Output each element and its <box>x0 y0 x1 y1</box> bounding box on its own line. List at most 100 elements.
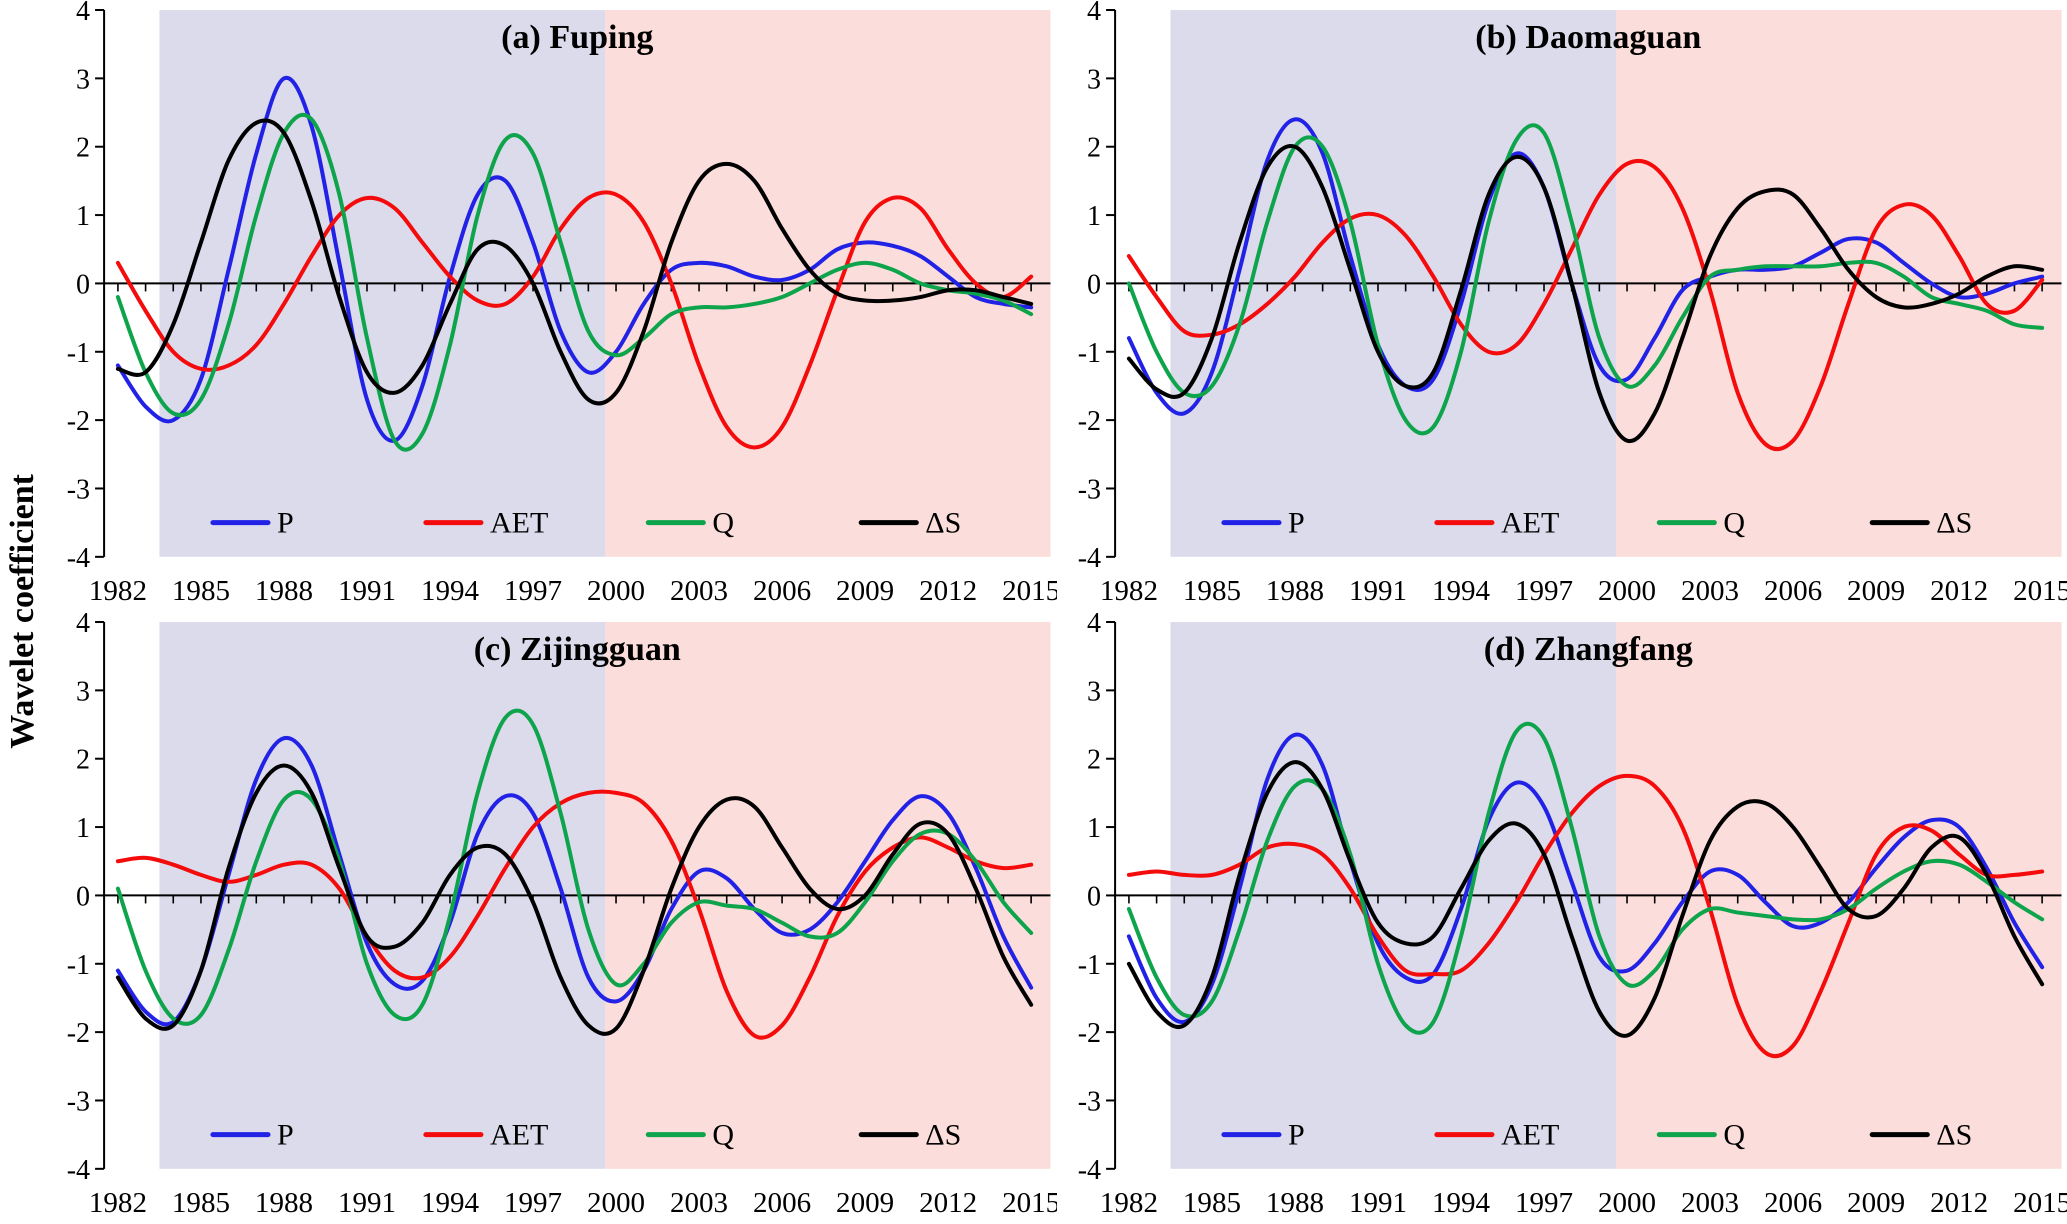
y-tick-label: -1 <box>1077 338 1100 369</box>
y-tick-label: 2 <box>76 745 90 776</box>
x-tick-label: 1994 <box>1431 1187 1490 1219</box>
x-tick-label: 2006 <box>1764 575 1822 607</box>
x-tick-label: 2000 <box>587 575 645 607</box>
y-tick-label: -2 <box>67 406 90 437</box>
x-tick-label: 2009 <box>1847 575 1905 607</box>
x-tick-label: 2015 <box>1002 1187 1056 1219</box>
y-tick-label: 1 <box>1087 813 1101 844</box>
y-axis-title-column: Wavelet coefficient <box>0 0 46 1222</box>
legend-label-ΔS: ΔS <box>1936 507 1972 540</box>
y-tick-label: 0 <box>1087 881 1101 912</box>
x-tick-label: 1982 <box>1099 575 1157 607</box>
x-tick-label: 1985 <box>172 575 230 607</box>
y-tick-label: 4 <box>76 612 90 639</box>
legend-label-ΔS: ΔS <box>1936 1119 1972 1152</box>
x-tick-label: 1988 <box>255 575 313 607</box>
y-tick-label: 1 <box>76 201 90 232</box>
panel-title: (b) Daomaguan <box>1475 19 1701 56</box>
y-tick-label: 4 <box>76 0 90 27</box>
y-axis-title: Wavelet coefficient <box>4 474 42 749</box>
x-tick-label: 1991 <box>1348 1187 1406 1219</box>
x-tick-label: 2012 <box>919 575 977 607</box>
x-tick-label: 1982 <box>1099 1187 1157 1219</box>
panel-title: (a) Fuping <box>501 19 653 56</box>
legend-label-P: P <box>277 1119 294 1152</box>
x-tick-label: 1985 <box>1182 575 1240 607</box>
x-tick-label: 2003 <box>670 575 728 607</box>
y-tick-label: -4 <box>67 1155 90 1186</box>
x-tick-label: 2000 <box>1597 575 1655 607</box>
x-tick-label: 2009 <box>1847 1187 1905 1219</box>
y-tick-label: -3 <box>1077 1086 1100 1117</box>
x-tick-label: 1994 <box>421 1187 480 1219</box>
x-tick-label: 1997 <box>504 1187 562 1219</box>
y-tick-label: -1 <box>67 950 90 981</box>
x-tick-label: 2012 <box>1930 1187 1988 1219</box>
legend-label-AET: AET <box>1500 507 1558 540</box>
y-tick-label: 3 <box>76 676 90 707</box>
x-tick-label: 1988 <box>1265 1187 1323 1219</box>
x-tick-label: 2009 <box>836 575 894 607</box>
legend-label-AET: AET <box>1500 1119 1558 1152</box>
y-tick-label: 3 <box>1087 64 1101 95</box>
legend-label-AET: AET <box>490 1119 548 1152</box>
panel-title: (c) Zijingguan <box>474 631 681 668</box>
legend-label-Q: Q <box>1723 507 1745 540</box>
x-tick-label: 1988 <box>1265 575 1323 607</box>
x-tick-label: 1994 <box>421 575 480 607</box>
y-tick-label: -2 <box>67 1018 90 1049</box>
y-tick-label: 2 <box>76 133 90 164</box>
x-tick-label: 1988 <box>255 1187 313 1219</box>
x-tick-label: 2000 <box>587 1187 645 1219</box>
x-tick-label: 2012 <box>919 1187 977 1219</box>
legend-label-ΔS: ΔS <box>925 507 961 540</box>
legend-label-P: P <box>1288 507 1305 540</box>
x-tick-label: 2006 <box>753 575 811 607</box>
legend-label-ΔS: ΔS <box>925 1119 961 1152</box>
y-tick-label: -4 <box>1077 1155 1100 1186</box>
y-tick-label: -4 <box>67 543 90 574</box>
y-tick-label: -3 <box>1077 474 1100 505</box>
y-tick-label: 0 <box>76 881 90 912</box>
x-tick-label: 1991 <box>338 1187 396 1219</box>
x-tick-label: 1991 <box>338 575 396 607</box>
x-tick-label: 1997 <box>1514 1187 1572 1219</box>
y-tick-label: 4 <box>1087 612 1101 639</box>
y-tick-label: 3 <box>1087 676 1101 707</box>
y-tick-label: 3 <box>76 64 90 95</box>
legend-label-Q: Q <box>712 1119 734 1152</box>
x-tick-label: 2006 <box>753 1187 811 1219</box>
y-tick-label: -1 <box>1077 950 1100 981</box>
x-tick-label: 1997 <box>504 575 562 607</box>
x-tick-label: 2015 <box>1002 575 1056 607</box>
x-tick-label: 2003 <box>1681 1187 1739 1219</box>
legend-label-Q: Q <box>712 507 734 540</box>
x-tick-label: 1985 <box>1182 1187 1240 1219</box>
y-tick-label: 0 <box>1087 269 1101 300</box>
x-tick-label: 1997 <box>1514 575 1572 607</box>
panel-title: (d) Zhangfang <box>1483 631 1692 668</box>
x-tick-label: 2006 <box>1764 1187 1822 1219</box>
x-tick-label: 1991 <box>1348 575 1406 607</box>
y-tick-label: 4 <box>1087 0 1101 27</box>
x-tick-label: 2003 <box>670 1187 728 1219</box>
y-tick-label: 2 <box>1087 133 1101 164</box>
legend-label-Q: Q <box>1723 1119 1745 1152</box>
y-tick-label: -2 <box>1077 1018 1100 1049</box>
x-tick-label: 2015 <box>2013 1187 2067 1219</box>
y-tick-label: 1 <box>76 813 90 844</box>
x-tick-label: 2012 <box>1930 575 1988 607</box>
x-tick-label: 1982 <box>89 575 147 607</box>
y-tick-label: -1 <box>67 338 90 369</box>
x-tick-label: 2003 <box>1681 575 1739 607</box>
legend-label-P: P <box>1288 1119 1305 1152</box>
y-tick-label: 1 <box>1087 201 1101 232</box>
